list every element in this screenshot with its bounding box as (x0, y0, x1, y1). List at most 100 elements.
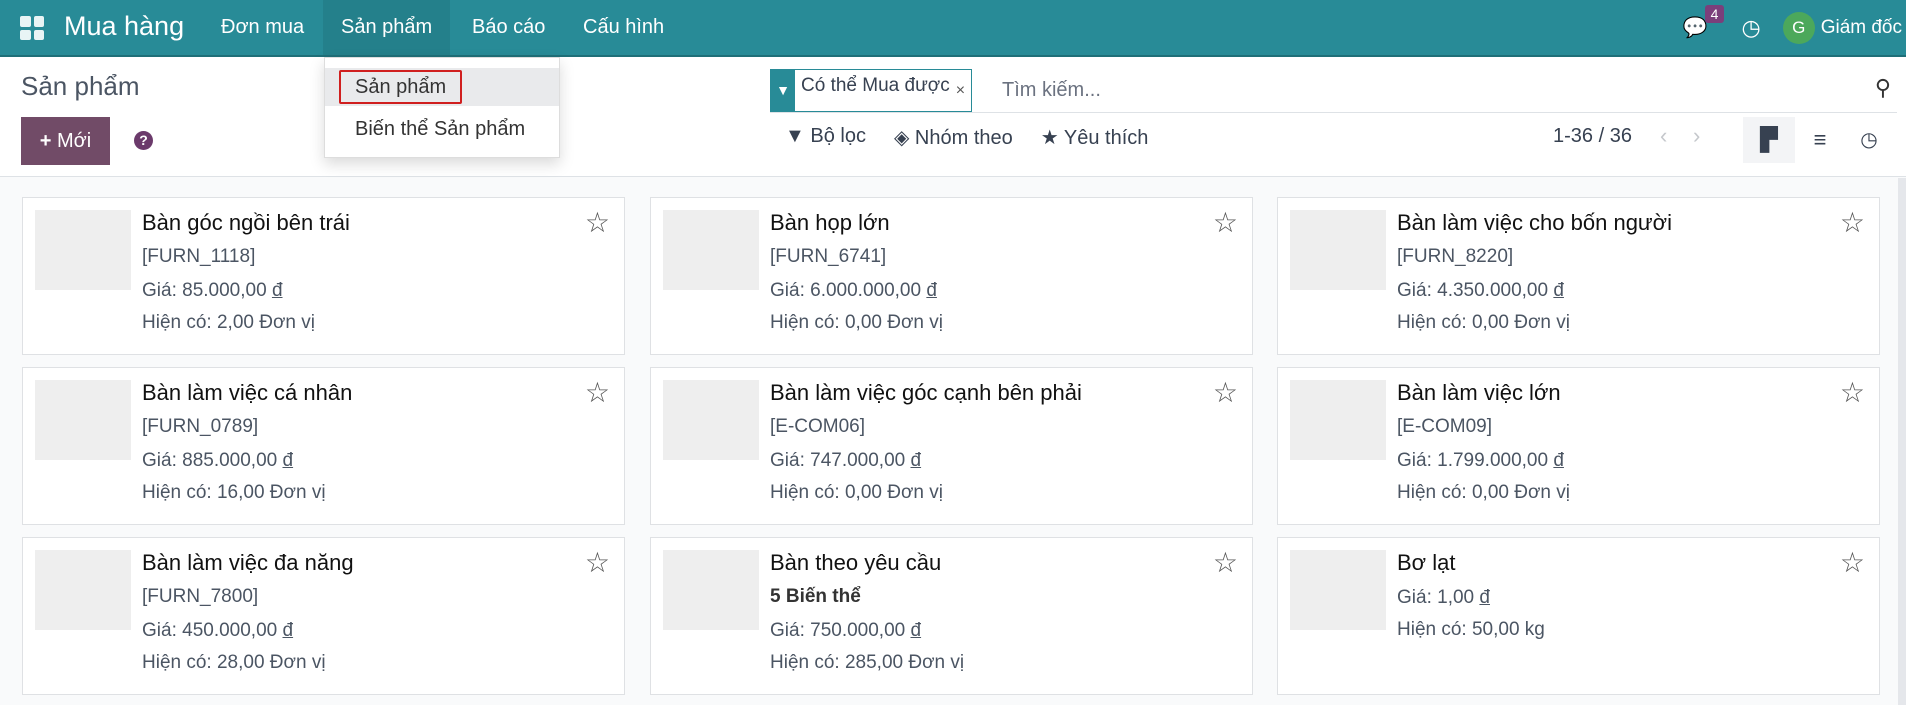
new-button[interactable]: + Mới (21, 117, 110, 165)
favorite-star-icon[interactable]: ☆ (584, 547, 610, 578)
layers-icon: ◈ (893, 127, 910, 149)
product-price: Giá: 4.350.000,00 đ (1397, 280, 1564, 301)
search-bar: ▼ Có thể Mua được × Tìm kiếm... ⚲ (770, 69, 1897, 113)
product-stock: Hiện có: 50,00 kg (1397, 619, 1545, 640)
product-name: Bàn làm việc cá nhân (142, 380, 353, 405)
menu-purchase-orders[interactable]: Đơn mua (221, 16, 305, 38)
product-price: Giá: 450.000,00 đ (142, 620, 294, 641)
product-stock: Hiện có: 0,00 Đơn vị (1397, 312, 1570, 333)
product-card[interactable]: Bàn họp lớn [FURN_6741] Giá: 6.000.000,0… (650, 197, 1253, 355)
user-name: Giám đốc (1820, 16, 1902, 38)
filter-button[interactable]: ▼ Bộ lọc (785, 125, 866, 147)
favorite-star-icon[interactable]: ☆ (1839, 377, 1865, 408)
new-label: Mới (57, 130, 92, 152)
list-view-icon[interactable]: ≡ (1813, 127, 1827, 152)
product-name: Bàn làm việc lớn (1397, 380, 1561, 405)
product-stock: Hiện có: 28,00 Đơn vị (142, 652, 326, 673)
favorite-star-icon[interactable]: ☆ (1212, 207, 1238, 238)
product-image (35, 380, 131, 460)
product-reference: [E-COM09] (1397, 416, 1493, 437)
remove-facet-button[interactable]: × (955, 81, 966, 99)
search-input[interactable]: Tìm kiếm... (1002, 79, 1101, 101)
activity-view-icon[interactable]: ◷ (1860, 129, 1878, 151)
product-price: Giá: 1.799.000,00 đ (1397, 450, 1564, 471)
product-reference: [FURN_6741] (770, 246, 887, 267)
kanban-view-icon[interactable]: ▛ (1743, 117, 1795, 163)
star-icon: ★ (1040, 127, 1059, 149)
product-image (1290, 550, 1386, 630)
products-dropdown-menu: Sản phẩm Biến thể Sản phẩm (324, 57, 560, 158)
page-title: Sản phẩm (21, 71, 140, 101)
app-title[interactable]: Mua hàng (64, 11, 185, 41)
product-stock: Hiện có: 285,00 Đơn vị (770, 652, 965, 673)
help-icon[interactable]: ? (134, 131, 153, 150)
favorite-star-icon[interactable]: ☆ (584, 207, 610, 238)
favorite-star-icon[interactable]: ☆ (1839, 207, 1865, 238)
message-count-badge: 4 (1704, 5, 1725, 23)
group-by-button[interactable]: ◈ Nhóm theo (893, 127, 1013, 149)
product-stock: Hiện có: 0,00 Đơn vị (1397, 482, 1570, 503)
filter-icon: ▼ (785, 125, 805, 147)
product-reference: [FURN_0789] (142, 416, 259, 437)
product-price: Giá: 6.000.000,00 đ (770, 280, 937, 301)
favorite-star-icon[interactable]: ☆ (1212, 547, 1238, 578)
messages-icon[interactable]: 💬 4 (1683, 5, 1725, 40)
product-card[interactable]: Bàn làm việc góc cạnh bên phải [E-COM06]… (650, 367, 1253, 525)
pager-next-icon[interactable]: › (1693, 123, 1701, 148)
facet-label: Có thể Mua được (801, 74, 950, 96)
user-menu[interactable]: G Giám đốc (1782, 11, 1902, 44)
product-price: Giá: 750.000,00 đ (770, 620, 922, 641)
pager-value[interactable]: 1-36 / 36 (1553, 125, 1632, 147)
filter-facet: ▼ Có thể Mua được × (770, 69, 973, 112)
product-card[interactable]: Bàn làm việc cho bốn người [FURN_8220] G… (1277, 197, 1880, 355)
product-reference: [FURN_7800] (142, 586, 259, 607)
product-image (35, 550, 131, 630)
favorite-star-icon[interactable]: ☆ (1212, 377, 1238, 408)
product-reference: [E-COM06] (770, 416, 866, 437)
product-card[interactable]: Bàn làm việc lớn [E-COM09] Giá: 1.799.00… (1277, 367, 1880, 525)
product-reference: [FURN_8220] (1397, 246, 1514, 267)
product-card[interactable]: Bơ lạt Giá: 1,00 đ Hiện có: 50,00 kg ☆ (1277, 537, 1880, 695)
plus-icon: + (39, 130, 52, 152)
product-card[interactable]: Bàn theo yêu cầu 5 Biến thể Giá: 750.000… (650, 537, 1253, 695)
product-price: Giá: 747.000,00 đ (770, 450, 922, 471)
product-name: Bàn làm việc đa năng (142, 550, 354, 575)
dropdown-item-products[interactable]: Sản phẩm (325, 68, 559, 106)
product-card[interactable]: Bàn làm việc đa năng [FURN_7800] Giá: 45… (22, 537, 625, 695)
favorites-button[interactable]: ★ Yêu thích (1040, 127, 1149, 149)
product-name: Bàn làm việc góc cạnh bên phải (770, 380, 1082, 405)
product-stock: Hiện có: 2,00 Đơn vị (142, 312, 315, 333)
scrollbar[interactable] (1898, 178, 1906, 705)
product-image (1290, 380, 1386, 460)
favorite-star-icon[interactable]: ☆ (584, 377, 610, 408)
pager-previous-icon[interactable]: ‹ (1660, 123, 1668, 148)
app-menu-icon[interactable] (20, 16, 44, 40)
search-icon[interactable]: ⚲ (1874, 75, 1891, 100)
product-stock: Hiện có: 16,00 Đơn vị (142, 482, 326, 503)
product-price: Giá: 1,00 đ (1397, 587, 1490, 608)
product-price: Giá: 885.000,00 đ (142, 450, 294, 471)
control-panel: Sản phẩm + Mới ? ▼ Có thể Mua được × Tìm… (0, 57, 1906, 177)
product-reference: 5 Biến thể (770, 586, 861, 607)
product-image (663, 550, 759, 630)
product-name: Bàn làm việc cho bốn người (1397, 210, 1672, 235)
product-stock: Hiện có: 0,00 Đơn vị (770, 482, 943, 503)
product-name: Bơ lạt (1397, 550, 1456, 575)
product-reference: [FURN_1118] (142, 246, 256, 267)
product-name: Bàn theo yêu cầu (770, 550, 942, 575)
dropdown-item-product-variants[interactable]: Biến thể Sản phẩm (355, 118, 526, 140)
activity-clock-icon[interactable]: ◷ (1741, 14, 1761, 40)
favorite-star-icon[interactable]: ☆ (1839, 547, 1865, 578)
product-image (663, 210, 759, 290)
product-card[interactable]: Bàn làm việc cá nhân [FURN_0789] Giá: 88… (22, 367, 625, 525)
product-card[interactable]: Bàn góc ngồi bên trái [FURN_1118] Giá: 8… (22, 197, 625, 355)
menu-configuration[interactable]: Cấu hình (583, 16, 665, 38)
filter-icon: ▼ (771, 70, 795, 111)
product-image (1290, 210, 1386, 290)
product-stock: Hiện có: 0,00 Đơn vị (770, 312, 943, 333)
product-name: Bàn họp lớn (770, 210, 890, 235)
menu-products[interactable]: Sản phẩm (323, 0, 451, 55)
product-image (35, 210, 131, 290)
menu-reports[interactable]: Báo cáo (472, 16, 546, 38)
top-navbar: Mua hàng Đơn mua Sản phẩm Báo cáo Cấu hì… (0, 0, 1906, 57)
